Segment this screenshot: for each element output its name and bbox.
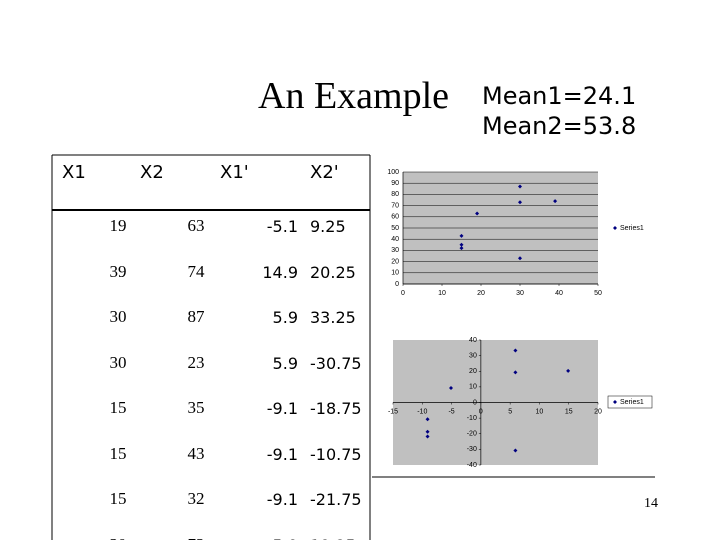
mean-label: Mean1=24.1 <box>482 82 637 110</box>
x-tick-label: -10 <box>417 408 427 415</box>
table-cell: 23 <box>187 352 205 372</box>
y-tick-label: 30 <box>469 352 477 359</box>
slide-title: An Example <box>258 75 450 117</box>
table-cell: 35 <box>187 398 205 417</box>
data-point <box>566 368 571 373</box>
x-tick-label: -15 <box>388 408 398 415</box>
y-tick-label: 10 <box>469 384 477 391</box>
data-point <box>518 200 522 205</box>
column-header: X2' <box>310 162 339 183</box>
x-tick-label: 10 <box>536 408 544 415</box>
table-cell: -5.1 <box>266 217 298 236</box>
y-tick-label: 20 <box>391 258 399 265</box>
table-cell: 30 <box>109 352 127 372</box>
y-tick-label: 40 <box>469 337 477 344</box>
mean-label: Mean2=53.8 <box>482 112 637 140</box>
data-point <box>518 256 522 261</box>
y-tick-label: 50 <box>391 225 399 232</box>
y-tick-label: 30 <box>391 247 399 254</box>
table-cell: 15 <box>109 398 127 417</box>
table-cell: -21.75 <box>310 490 362 509</box>
data-point <box>475 211 480 216</box>
table-cell: 87 <box>187 307 205 326</box>
table-cell: 19 <box>109 216 127 235</box>
y-tick-label: 40 <box>391 236 399 243</box>
table-cell: 19.25 <box>310 536 356 540</box>
x-tick-label: -5 <box>448 408 454 415</box>
data-point <box>513 448 518 453</box>
data-point <box>553 199 558 204</box>
y-tick-label: -30 <box>467 446 477 453</box>
table-cell: 32 <box>187 489 205 508</box>
table-cell: 43 <box>187 443 205 463</box>
data-point <box>513 348 518 353</box>
table-cell: 15 <box>109 489 127 508</box>
column-header: X2 <box>140 162 164 183</box>
y-tick-label: 60 <box>391 214 399 221</box>
table-cell: -10.75 <box>310 444 362 464</box>
data-point <box>518 184 522 189</box>
table-cell: 63 <box>187 216 205 235</box>
table-cell: 5.9 <box>273 536 298 540</box>
data-point <box>459 242 464 247</box>
y-tick-label: 10 <box>391 270 399 277</box>
table-cell: -30.75 <box>310 353 362 373</box>
table-cell: -18.75 <box>310 399 362 418</box>
y-tick-label: 100 <box>387 169 399 176</box>
x-tick-label: 40 <box>555 290 563 297</box>
data-point <box>448 386 453 391</box>
y-tick-label: 80 <box>391 191 399 198</box>
table-cell: 5.9 <box>272 308 298 327</box>
data-point <box>513 370 518 375</box>
y-tick-label: -20 <box>467 431 477 438</box>
y-tick-label: 20 <box>469 368 477 375</box>
table-cell: 15 <box>109 443 127 463</box>
table-cell: -9.1 <box>266 490 298 509</box>
x-tick-label: 15 <box>565 408 573 415</box>
x-tick-label: 0 <box>401 290 405 297</box>
table-cell: 14.9 <box>262 262 298 282</box>
table-cell: 9.25 <box>310 217 346 236</box>
x-tick-label: 10 <box>438 290 446 297</box>
data-point <box>425 434 430 439</box>
y-tick-label: 90 <box>391 180 399 187</box>
x-tick-label: 5 <box>508 408 512 415</box>
table-cell: 20.25 <box>310 262 356 282</box>
x-tick-label: 20 <box>477 290 485 297</box>
table-cell: 33.25 <box>310 308 356 327</box>
legend-marker <box>613 400 617 404</box>
y-tick-label: -40 <box>467 462 477 469</box>
table-cell: -9.1 <box>266 399 298 418</box>
table-cell: 30 <box>109 307 127 326</box>
legend-label: Series1 <box>620 399 644 406</box>
page-number: 14 <box>644 496 658 511</box>
x-tick-label: 20 <box>594 408 602 415</box>
y-tick-label: -10 <box>467 415 477 422</box>
y-tick-label: 70 <box>391 202 399 209</box>
x-tick-label: 30 <box>516 290 524 297</box>
x-tick-label: 50 <box>594 290 602 297</box>
data-point <box>459 246 464 251</box>
table-cell: 39 <box>109 261 127 281</box>
data-point <box>425 429 430 434</box>
legend-label: Series1 <box>620 225 644 232</box>
column-header: X1' <box>220 162 249 183</box>
table-cell: 5.9 <box>272 353 298 373</box>
data-point <box>459 233 464 238</box>
table-cell: -9.1 <box>266 444 298 464</box>
table-cell: 30 <box>88 535 148 540</box>
legend-marker <box>613 226 617 230</box>
column-header: X1 <box>62 162 86 183</box>
legend-box <box>607 395 653 409</box>
data-point <box>425 417 430 422</box>
table-cell: 74 <box>187 261 205 281</box>
y-tick-label: 0 <box>395 281 399 288</box>
table-cell: 73 <box>166 535 226 540</box>
